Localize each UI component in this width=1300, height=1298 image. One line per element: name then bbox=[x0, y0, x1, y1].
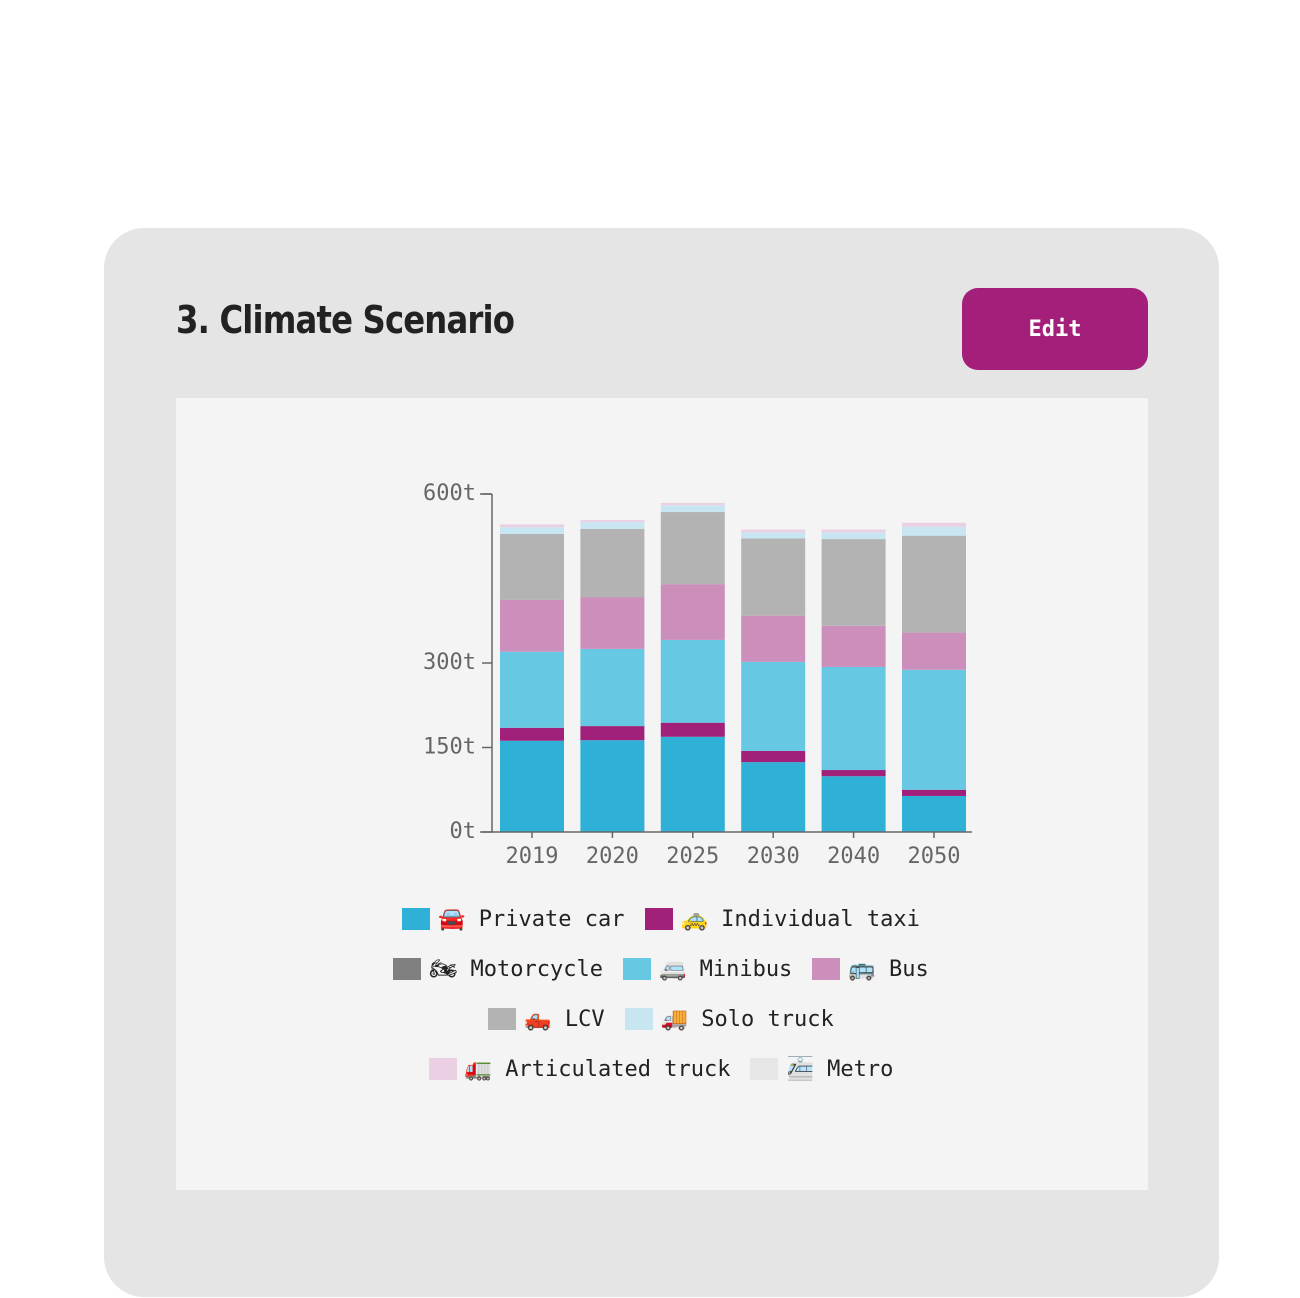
legend-swatch bbox=[622, 958, 651, 980]
bar-segment bbox=[741, 762, 806, 832]
bar-segment bbox=[741, 538, 806, 616]
chart: 2019 2020 2025 2030 2040 2050 0t 150t 300t 600t bbox=[423, 481, 972, 869]
bar-segment bbox=[902, 669, 966, 790]
bar-segment bbox=[660, 503, 725, 506]
chart-panel: 2019 2020 2025 2030 2040 2050 0t 150t 300t 600t 🚘… bbox=[176, 398, 1148, 1190]
x-tick-label: 2019 bbox=[506, 844, 559, 869]
bar-segment bbox=[660, 512, 725, 585]
bar-segment bbox=[902, 535, 966, 633]
legend-label: 🛻 LCV bbox=[524, 1006, 605, 1032]
y-tick-label: 600t bbox=[423, 481, 476, 506]
bar-segment bbox=[821, 539, 886, 626]
legend-swatch bbox=[428, 1058, 457, 1080]
section-title: 3. Climate Scenario bbox=[176, 298, 515, 342]
bar-segment bbox=[660, 722, 725, 737]
legend-swatch bbox=[393, 958, 422, 980]
legend: 🚘 Private car 🚕 Individual taxi 🏍 Motorcyc… bbox=[376, 894, 946, 1094]
bar-segment bbox=[580, 740, 645, 832]
bar-segment bbox=[660, 584, 725, 640]
legend-item: 🚌 Bus bbox=[812, 944, 929, 994]
bar-segment bbox=[660, 639, 725, 723]
legend-label: 🚌 Bus bbox=[848, 956, 929, 982]
legend-label: 🚘 Private car bbox=[438, 906, 625, 932]
bar-segment bbox=[821, 625, 886, 667]
bar-segment bbox=[821, 770, 886, 777]
y-tick-label: 300t bbox=[423, 650, 476, 675]
legend-swatch bbox=[812, 958, 841, 980]
bar-segment bbox=[821, 776, 886, 832]
legend-label: 🏍 Motorcycle bbox=[429, 956, 603, 982]
y-tick-label: 0t bbox=[450, 819, 477, 844]
bar-segment bbox=[500, 524, 564, 528]
bar-segment bbox=[580, 648, 645, 727]
legend-item: 🚐 Minibus bbox=[622, 944, 793, 994]
bar-segment bbox=[500, 740, 564, 832]
bar-segment bbox=[500, 599, 564, 652]
bar-segment bbox=[500, 527, 564, 534]
bar-segment bbox=[580, 522, 645, 529]
legend-label: 🚚 Solo truck bbox=[660, 1006, 834, 1032]
legend-item: 🛻 LCV bbox=[488, 994, 605, 1044]
legend-item: 🏍 Motorcycle bbox=[393, 944, 603, 994]
bar-segment bbox=[660, 736, 725, 832]
legend-swatch bbox=[644, 908, 673, 930]
x-tick-label: 2025 bbox=[666, 844, 719, 869]
bar-segment bbox=[500, 533, 564, 600]
x-tick-label: 2040 bbox=[827, 844, 880, 869]
bar-segment bbox=[500, 727, 564, 741]
legend-item: 🚚 Solo truck bbox=[624, 994, 834, 1044]
bar-segment bbox=[580, 726, 645, 741]
bar-segment bbox=[821, 666, 886, 771]
legend-label: 🚛 Articulated truck bbox=[464, 1056, 731, 1082]
x-tick-label: 2020 bbox=[586, 844, 639, 869]
x-tick-label: 2050 bbox=[908, 844, 961, 869]
legend-item: 🚕 Individual taxi bbox=[644, 894, 920, 944]
x-tick-label: 2030 bbox=[747, 844, 800, 869]
card: 3. Climate Scenario Edit 2019 2020 2025 203… bbox=[104, 228, 1219, 1297]
legend-item: 🚘 Private car bbox=[402, 894, 625, 944]
bar-segment bbox=[580, 528, 645, 598]
bar-segment bbox=[500, 651, 564, 728]
bar-segment bbox=[902, 795, 966, 832]
bar-segment bbox=[741, 615, 806, 662]
legend-swatch bbox=[402, 908, 431, 930]
legend-swatch bbox=[624, 1008, 653, 1030]
bar-segment bbox=[902, 522, 966, 527]
bar-segment bbox=[580, 597, 645, 649]
bar-segment bbox=[741, 532, 806, 539]
bar-segment bbox=[660, 505, 725, 513]
legend-label: 🚐 Minibus bbox=[658, 956, 793, 982]
bar-segment bbox=[821, 532, 886, 540]
edit-button[interactable]: Edit bbox=[962, 288, 1148, 370]
bar-segment bbox=[902, 789, 966, 796]
legend-label: 🚕 Individual taxi bbox=[680, 906, 920, 932]
legend-swatch bbox=[750, 1058, 779, 1080]
legend-item: 🚈 Metro bbox=[750, 1044, 893, 1094]
bar-segment bbox=[821, 529, 886, 533]
bar-segment bbox=[741, 529, 806, 533]
bar-segment bbox=[741, 750, 806, 763]
bar-segment bbox=[580, 519, 645, 523]
bar-segment bbox=[741, 661, 806, 751]
bar-segment bbox=[902, 632, 966, 670]
y-tick-label: 150t bbox=[423, 735, 476, 760]
legend-item: 🚛 Articulated truck bbox=[428, 1044, 731, 1094]
legend-swatch bbox=[488, 1008, 517, 1030]
legend-label: 🚈 Metro bbox=[786, 1056, 894, 1082]
bar-segment bbox=[902, 526, 966, 536]
